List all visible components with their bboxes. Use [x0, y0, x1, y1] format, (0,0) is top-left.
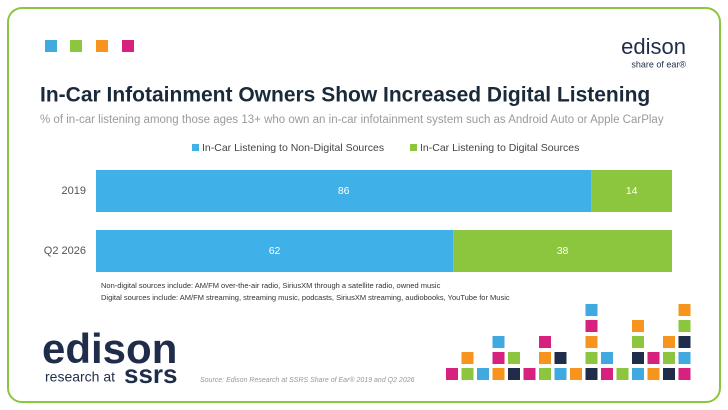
bar-segment	[453, 230, 672, 272]
deco-square	[461, 352, 474, 364]
deco-square	[616, 368, 629, 380]
note: Digital sources include: AM/FM streaming…	[101, 293, 510, 302]
deco-square	[446, 368, 458, 380]
deco-square	[492, 368, 505, 380]
bar-segment	[96, 230, 454, 272]
chart-title: In-Car Infotainment Owners Show Increase…	[40, 84, 650, 107]
deco-square	[492, 336, 505, 348]
deco-square	[601, 352, 613, 364]
chart-subtitle: % of in-car listening among those ages 1…	[40, 114, 664, 126]
y-tick-label: 2019	[62, 185, 86, 197]
legend-label: In-Car Listening to Digital Sources	[420, 142, 579, 154]
deco-square	[539, 368, 551, 380]
deco-square	[632, 336, 644, 348]
legend-label: In-Car Listening to Non-Digital Sources	[202, 142, 384, 154]
deco-square	[585, 304, 598, 316]
deco-square	[539, 336, 551, 348]
deco-square	[678, 368, 691, 380]
deco-square	[647, 352, 660, 364]
deco-square	[477, 368, 489, 380]
deco-square	[632, 320, 644, 332]
deco-square	[508, 352, 520, 364]
deco-square	[663, 368, 675, 380]
deco-square	[678, 352, 691, 364]
deco-square	[632, 352, 644, 364]
deco-square	[523, 368, 536, 380]
data-label: 14	[626, 185, 638, 197]
deco-square	[678, 304, 691, 316]
note: Non-digital sources include: AM/FM over-…	[101, 281, 441, 290]
deco-square	[122, 40, 134, 52]
deco-square	[492, 352, 505, 364]
deco-square	[632, 368, 644, 380]
deco-square	[585, 368, 598, 380]
deco-square	[508, 368, 520, 380]
deco-square	[70, 40, 82, 52]
data-label: 62	[269, 245, 281, 257]
legend-swatch	[410, 144, 417, 151]
data-label: 38	[557, 245, 569, 257]
bar-segment	[96, 170, 592, 212]
source: Source: Edison Research at SSRS Share of…	[200, 376, 415, 384]
deco-square	[601, 368, 613, 380]
deco-square	[663, 336, 675, 348]
deco-square	[647, 368, 660, 380]
deco-square	[45, 40, 57, 52]
bottom-logo-partner: ssrs	[124, 359, 178, 389]
deco-square	[570, 368, 582, 380]
deco-square	[554, 368, 567, 380]
data-label: 86	[338, 185, 350, 197]
deco-square	[461, 368, 474, 380]
top-logo-name: edison	[621, 34, 686, 59]
deco-square	[585, 336, 598, 348]
bottom-logo-name: edison	[42, 325, 177, 372]
top-logo-tagline: share of ear®	[631, 59, 686, 69]
deco-square	[663, 352, 675, 364]
bar-segment	[591, 170, 672, 212]
deco-square	[539, 352, 551, 364]
deco-square	[678, 320, 691, 332]
legend-swatch	[192, 144, 199, 151]
bottom-logo-line: research at	[45, 369, 115, 385]
deco-square	[585, 352, 598, 364]
y-tick-label: Q2 2026	[44, 245, 86, 257]
deco-square	[585, 320, 598, 332]
deco-square	[554, 352, 567, 364]
deco-square	[678, 336, 691, 348]
deco-square	[96, 40, 108, 52]
